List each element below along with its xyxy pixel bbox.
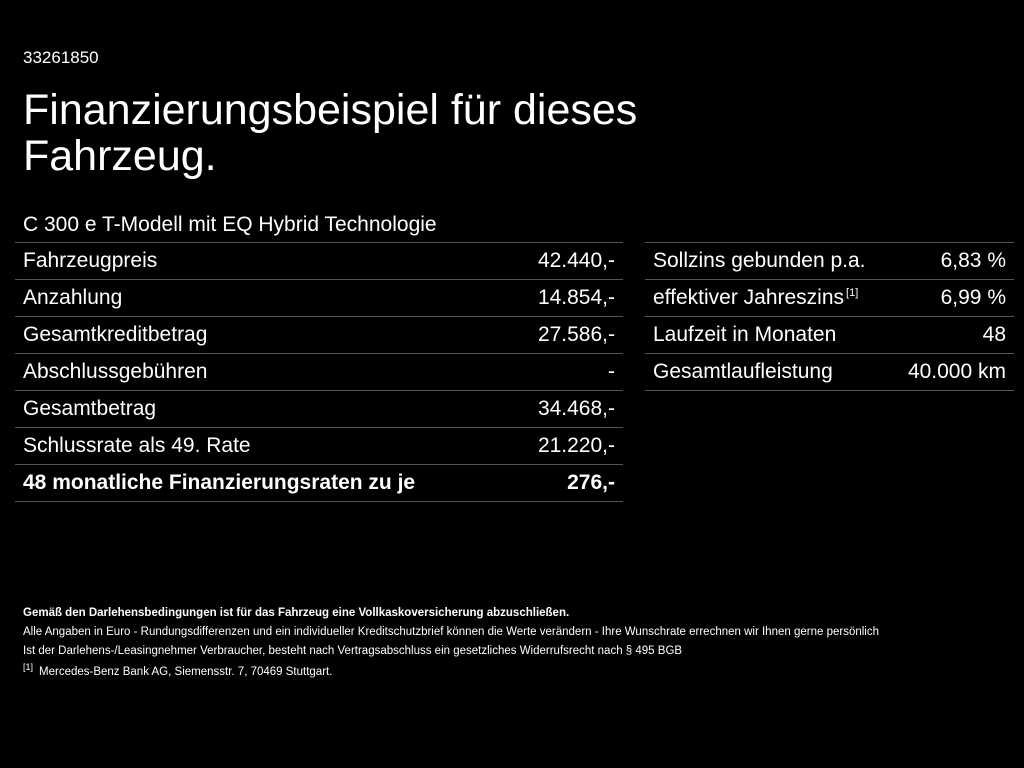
table-row: effektiver Jahreszins [1] 6,99 % — [645, 279, 1014, 317]
row-value: 14.854,- — [510, 279, 623, 317]
row-label: 48 monatliche Finanzierungsraten zu je — [15, 464, 511, 502]
monthly-rate-row: 48 monatliche Finanzierungsraten zu je 2… — [15, 464, 623, 502]
row-label-cell: effektiver Jahreszins [1] — [645, 279, 892, 317]
table-row: Gesamtbetrag 34.468,- — [15, 390, 623, 428]
withdrawal-note: Ist der Darlehens-/Leasingnehmer Verbrau… — [23, 645, 683, 657]
financing-table: Fahrzeugpreis 42.440,- Anzahlung 14.854,… — [15, 242, 623, 502]
table-row: Sollzins gebunden p.a. 6,83 % — [645, 242, 1014, 280]
legal-footer: Gemäß den Darlehensbedingungen ist für d… — [23, 604, 1003, 682]
row-value: 48 — [891, 316, 1014, 354]
row-value: - — [510, 353, 623, 391]
row-label: Abschlussgebühren — [15, 353, 511, 391]
disclaimer-note: Alle Angaben in Euro - Rundungsdifferenz… — [23, 626, 879, 638]
row-value: 34.468,- — [510, 390, 623, 428]
footnote-marker: [1] — [846, 287, 859, 299]
table-row: Fahrzeugpreis 42.440,- — [15, 242, 623, 280]
row-value: 42.440,- — [510, 242, 623, 280]
row-label: Gesamtbetrag — [15, 390, 511, 428]
table-row: Abschlussgebühren - — [15, 353, 623, 391]
row-label: Fahrzeugpreis — [15, 242, 511, 280]
table-row: Anzahlung 14.854,- — [15, 279, 623, 317]
footnote-line: [1] Mercedes-Benz Bank AG, Siemensstr. 7,… — [23, 663, 1003, 682]
row-label: Anzahlung — [15, 279, 511, 317]
row-label: Gesamtkreditbetrag — [15, 316, 511, 354]
row-value: 21.220,- — [510, 427, 623, 465]
row-value: 6,99 % — [891, 279, 1014, 317]
table-row: Schlussrate als 49. Rate 21.220,- — [15, 427, 623, 465]
reference-number: 33261850 — [23, 48, 99, 67]
row-label: Schlussrate als 49. Rate — [15, 427, 511, 465]
interest-table: Sollzins gebunden p.a. 6,83 % effektiver… — [645, 242, 1014, 391]
footnote-marker: [1] — [23, 662, 34, 673]
row-value: 40.000 km — [891, 353, 1014, 391]
table-row: Laufzeit in Monaten 48 — [645, 316, 1014, 354]
footnote-text: Mercedes-Benz Bank AG, Siemensstr. 7, 70… — [39, 666, 333, 678]
row-label: Sollzins gebunden p.a. — [645, 242, 892, 280]
row-label: Laufzeit in Monaten — [645, 316, 892, 354]
table-row: Gesamtkreditbetrag 27.586,- — [15, 316, 623, 354]
monthly-rate-value: 276,- — [510, 464, 623, 502]
row-label: effektiver Jahreszins — [653, 286, 845, 309]
row-value: 27.586,- — [510, 316, 623, 354]
page-title: Finanzierungsbeispiel für dieses Fahrzeu… — [23, 86, 638, 180]
row-label: Gesamtlaufleistung — [645, 353, 892, 391]
table-row: Gesamtlaufleistung 40.000 km — [645, 353, 1014, 391]
vehicle-model: C 300 e T-Modell mit EQ Hybrid Technolog… — [23, 213, 437, 236]
row-value: 6,83 % — [891, 242, 1014, 280]
insurance-note: Gemäß den Darlehensbedingungen ist für d… — [23, 607, 570, 619]
